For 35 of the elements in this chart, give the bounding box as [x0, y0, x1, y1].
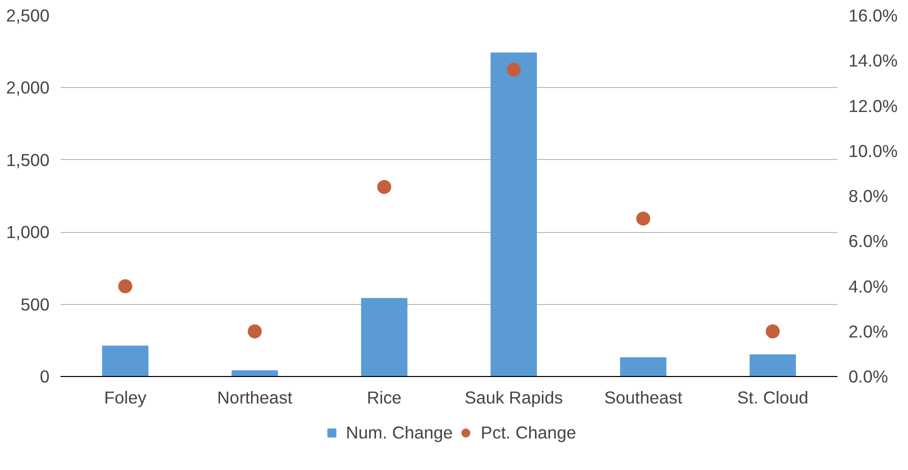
- legend-label: Pct. Change: [480, 422, 576, 443]
- bar: [490, 52, 537, 376]
- y-tick-label: 500: [20, 294, 50, 314]
- point: [636, 212, 650, 226]
- x-tick-label: St. Cloud: [737, 388, 808, 408]
- y-tick-label: 0: [40, 366, 50, 386]
- y2-tick-label: 12.0%: [848, 96, 898, 116]
- y2-tick-label: 2.0%: [848, 321, 888, 342]
- point: [118, 279, 132, 294]
- x-tick-label: Rice: [366, 388, 402, 408]
- y-tick-label: 1,500: [6, 150, 50, 170]
- point: [248, 324, 262, 338]
- y-tick-label: 2,500: [6, 6, 50, 26]
- y-tick-label: 1,000: [6, 222, 50, 242]
- legend-label: Num. Change: [346, 422, 453, 443]
- y2-tick-label: 14.0%: [848, 50, 898, 71]
- bar: [102, 346, 148, 376]
- x-tick-label: Southeast: [604, 388, 682, 408]
- y2-tick-label: 10.0%: [848, 140, 898, 161]
- y2-tick-label: 16.0%: [848, 6, 898, 26]
- bar: [361, 298, 408, 376]
- bar: [750, 354, 796, 376]
- y2-tick-label: 6.0%: [848, 231, 888, 252]
- bar: [620, 357, 666, 376]
- y-tick-label: 2,000: [6, 78, 50, 98]
- x-tick-label: Foley: [104, 388, 147, 408]
- point: [377, 180, 392, 194]
- y2-tick-label: 4.0%: [848, 276, 888, 296]
- point: [766, 324, 780, 338]
- point: [506, 62, 521, 77]
- x-tick-label: Northeast: [217, 388, 292, 408]
- x-tick-label: Sauk Rapids: [464, 388, 564, 408]
- y2-tick-label: 8.0%: [848, 186, 888, 206]
- bar: [232, 370, 278, 376]
- y2-tick-label: 0.0%: [848, 366, 888, 386]
